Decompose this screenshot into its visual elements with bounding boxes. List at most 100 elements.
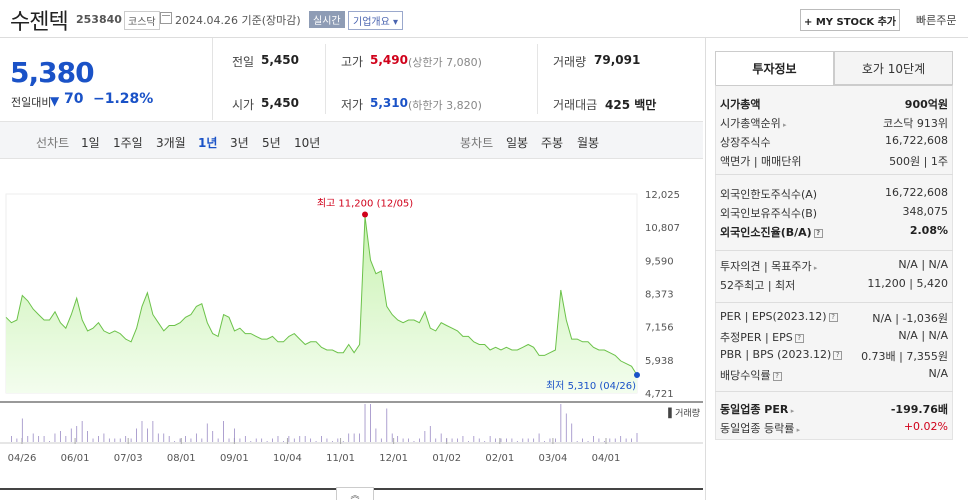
add-my-stock-button[interactable]: + MY STOCK 추가	[800, 9, 900, 31]
volume-bar	[266, 441, 268, 442]
amount-label: 거래대금	[553, 98, 598, 112]
triangle-right-icon[interactable]: ▸	[780, 121, 787, 129]
volume-bar	[593, 436, 594, 442]
high-label: 고가	[341, 55, 364, 69]
help-icon[interactable]: ?	[828, 312, 838, 322]
volume-bar	[636, 433, 638, 442]
price-area	[6, 216, 637, 393]
invest-info-key: 시가총액	[720, 98, 761, 111]
tab-3y[interactable]: 3년	[230, 136, 249, 150]
volume-bar	[163, 433, 165, 442]
invest-info-value: 16,722,608	[885, 134, 948, 147]
high-marker	[362, 211, 369, 218]
lower-limit: (하한가 3,820)	[408, 99, 482, 112]
volume-value: 79,091	[594, 53, 641, 67]
invest-info-value: N/A	[928, 367, 948, 380]
corp-info-dropdown[interactable]: 기업개요 ▾	[348, 11, 403, 30]
triangle-right-icon[interactable]: ▸	[788, 407, 795, 415]
volume-bar	[228, 438, 230, 442]
x-tick-label: 04/01	[592, 453, 621, 464]
divider	[325, 44, 326, 114]
volume-bar	[223, 421, 224, 442]
low-annotation: 최저 5,310 (04/26)	[546, 380, 636, 392]
divider	[715, 302, 953, 303]
tab-3m[interactable]: 3개월	[156, 136, 186, 150]
volume-bar	[614, 438, 616, 442]
tab-invest-info[interactable]: 투자정보	[715, 51, 834, 85]
volume-bar	[386, 408, 388, 442]
volume-bar	[511, 438, 513, 442]
invest-info-key: 52주최고 | 최저	[720, 279, 796, 292]
triangle-right-icon[interactable]: ▸	[811, 264, 818, 272]
tab-5y[interactable]: 5년	[262, 136, 281, 150]
help-icon[interactable]: ?	[772, 371, 782, 381]
help-icon[interactable]: ?	[813, 228, 823, 238]
invest-info-value: 16,722,608	[885, 186, 948, 199]
volume-bar	[87, 431, 88, 442]
invest-info-key: 외국인보유주식수(B)	[720, 207, 818, 220]
y-tick-label: 5,938	[645, 356, 674, 367]
volume-bar	[571, 423, 573, 442]
volume-bar	[429, 426, 431, 442]
invest-info-value: 2.08%	[909, 224, 948, 237]
volume-label: 거래량	[553, 55, 587, 69]
volume-bar	[255, 438, 257, 442]
invest-info-value: 348,075	[902, 205, 949, 218]
tab-weekly[interactable]: 주봉	[541, 136, 564, 150]
candle-chart-label[interactable]: 봉차트	[460, 136, 494, 150]
volume-bar	[59, 431, 61, 442]
volume-bar	[130, 438, 132, 442]
invest-info-key: 시가총액순위 ▸	[720, 117, 787, 130]
y-tick-label: 7,156	[645, 323, 674, 334]
volume-bar	[326, 438, 328, 442]
volume-bar	[598, 438, 600, 442]
volume-bar	[234, 428, 235, 442]
volume-label: ▌거래량	[667, 407, 700, 419]
volume-bar	[212, 431, 214, 442]
high-annotation: 최고 11,200 (12/05)	[317, 197, 413, 209]
volume-bar	[43, 436, 45, 442]
volume-bar	[489, 436, 491, 442]
tab-monthly[interactable]: 월봉	[577, 136, 600, 150]
calendar-icon	[160, 12, 172, 24]
invest-info-value: N/A | -1,036원	[872, 312, 948, 325]
volume-bar	[353, 433, 355, 442]
collapse-toggle[interactable]: ︽	[336, 487, 374, 501]
volume-bar	[157, 433, 159, 442]
x-tick-label: 03/04	[538, 453, 567, 464]
help-icon[interactable]: ?	[833, 350, 843, 360]
tab-quote-10[interactable]: 호가 10단계	[834, 51, 953, 85]
volume-bar	[560, 404, 562, 442]
volume-bar	[54, 433, 56, 442]
stock-code: 253840	[76, 13, 122, 26]
tab-1d[interactable]: 1일	[81, 136, 100, 150]
line-chart-label[interactable]: 선차트	[36, 136, 70, 150]
x-tick-label: 02/01	[485, 453, 514, 464]
invest-info-value: +0.02%	[903, 420, 948, 433]
tab-1w[interactable]: 1주일	[113, 136, 143, 150]
realtime-badge[interactable]: 실시간	[309, 11, 345, 28]
change-percent: −1.28%	[93, 91, 154, 107]
quick-order-link[interactable]: 빠른주문	[916, 14, 957, 27]
volume-bar	[549, 438, 551, 442]
divider	[715, 174, 953, 175]
stock-title: 수젠텍	[10, 10, 69, 35]
volume-bar	[587, 441, 589, 442]
volume-bar	[370, 404, 371, 442]
triangle-right-icon[interactable]: ▸	[794, 426, 801, 434]
volume-bar	[21, 418, 23, 442]
down-arrow-icon: ▼	[50, 94, 60, 108]
invest-info-key: 추정PER | EPS?	[720, 329, 804, 345]
help-icon[interactable]: ?	[794, 333, 804, 343]
right-panel	[705, 38, 968, 500]
volume-bar	[201, 438, 203, 442]
tab-10y[interactable]: 10년	[294, 136, 321, 150]
tab-1y[interactable]: 1년	[198, 136, 218, 150]
tab-daily[interactable]: 일봉	[506, 136, 529, 150]
volume-bar	[315, 441, 317, 442]
volume-bar	[527, 438, 529, 442]
volume-bar	[103, 433, 105, 442]
volume-bar	[136, 428, 137, 442]
price-box	[0, 38, 213, 120]
period-tab-bar	[0, 121, 703, 159]
